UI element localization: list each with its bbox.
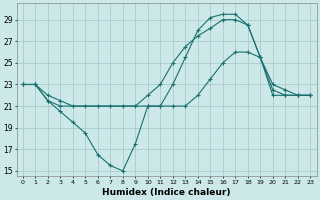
X-axis label: Humidex (Indice chaleur): Humidex (Indice chaleur) — [102, 188, 231, 197]
